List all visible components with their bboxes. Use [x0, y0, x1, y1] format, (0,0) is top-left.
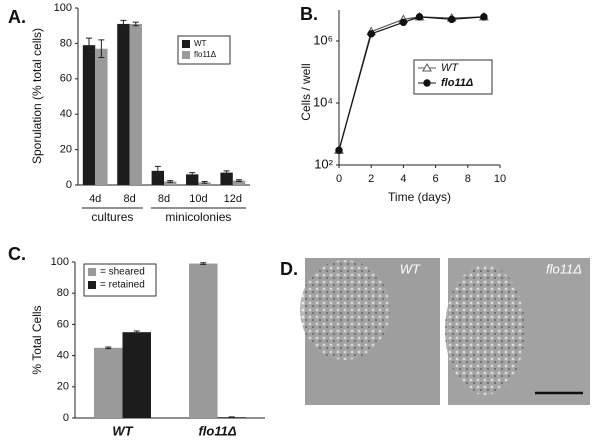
y-tick-label: 80: [57, 287, 69, 299]
y-axis-label: % Total Cells: [30, 305, 44, 374]
x-tick-label: 4: [400, 173, 406, 185]
x-tick-label: 8d: [158, 193, 170, 205]
bar: [220, 172, 233, 185]
bar: [117, 23, 130, 186]
error-bar: [167, 180, 174, 183]
legend-swatch: [88, 281, 96, 289]
panel-letter: A.: [8, 7, 26, 27]
x-tick-label: 6: [433, 173, 439, 185]
legend-swatch: [88, 268, 96, 276]
panel-letter: C.: [8, 244, 26, 264]
y-tick-label: 20: [57, 381, 69, 393]
y-tick-label: 100: [54, 2, 72, 14]
bar: [232, 180, 246, 185]
bar: [82, 45, 96, 185]
y-tick-label: 10⁶: [313, 32, 333, 47]
error-bar: [200, 262, 207, 265]
x-tick-label: 12d: [224, 193, 242, 205]
legend-swatch: [182, 51, 190, 59]
x-tick-label: 8: [465, 173, 471, 185]
y-axis-label: Sporulation (% total cells): [30, 28, 44, 164]
error-bar: [235, 179, 242, 182]
bar: [164, 181, 177, 185]
panel-letter: B.: [300, 4, 318, 24]
legend-label: flo11Δ: [441, 77, 473, 89]
y-tick-label: 0: [63, 412, 69, 424]
error-bar: [189, 172, 196, 177]
x-tick-label: 10d: [189, 193, 207, 205]
y-tick-label: 40: [60, 108, 72, 120]
error-bar: [98, 39, 105, 59]
x-axis-label: Time (days): [388, 190, 451, 204]
x-tick-label: WT: [112, 423, 133, 438]
legend-label: = retained: [100, 280, 145, 291]
legend-swatch: [182, 40, 190, 48]
legend-label: flo11Δ: [194, 50, 217, 59]
bar: [122, 332, 151, 418]
panel-letter: D.: [280, 259, 298, 279]
image-label: flo11Δ: [546, 261, 582, 276]
y-tick-label: 40: [57, 350, 69, 362]
line: [338, 16, 484, 151]
bar: [186, 174, 199, 185]
error-bar: [105, 346, 112, 350]
group-label: cultures: [91, 210, 133, 224]
marker: [448, 15, 456, 24]
y-tick-label: 60: [60, 73, 72, 85]
y-tick-label: 100: [51, 256, 69, 268]
bar: [129, 23, 142, 186]
error-bar: [133, 330, 140, 334]
y-tick-label: 80: [60, 37, 72, 49]
y-tick-label: 10⁴: [313, 94, 333, 109]
x-tick-label: flo11Δ: [198, 423, 236, 438]
y-tick-label: 0: [66, 179, 72, 191]
error-bar: [154, 165, 161, 176]
marker: [335, 146, 343, 154]
bar: [95, 48, 108, 186]
x-tick-label: 10: [494, 173, 506, 185]
marker: [423, 79, 431, 87]
error-bar: [120, 19, 127, 28]
marker: [367, 30, 375, 38]
marker: [422, 62, 432, 72]
bar: [189, 263, 218, 418]
image-label: WT: [400, 261, 421, 276]
y-tick-label: 20: [60, 144, 72, 156]
legend-label: WT: [194, 39, 207, 48]
error-bar: [228, 416, 235, 419]
marker: [415, 13, 424, 21]
colony: [300, 260, 390, 360]
bar: [151, 170, 164, 185]
x-tick-label: 8d: [123, 193, 135, 205]
x-tick-label: 2: [368, 173, 374, 185]
error-bar: [223, 170, 230, 175]
marker: [399, 18, 408, 27]
y-tick-label: 60: [57, 318, 69, 330]
error-bar: [86, 37, 93, 53]
group-label: minicolonies: [165, 210, 231, 224]
legend-label: = sheared: [100, 267, 145, 278]
x-tick-label: 0: [336, 173, 342, 185]
marker: [480, 13, 488, 21]
y-tick-label: 10²: [314, 156, 333, 171]
error-bar: [132, 21, 139, 27]
x-tick-label: 4d: [89, 193, 101, 205]
bar: [94, 347, 123, 418]
colony: [445, 265, 525, 395]
legend-label: WT: [441, 62, 459, 74]
error-bar: [201, 180, 208, 184]
y-axis-label: Cells / well: [299, 63, 313, 120]
legend-box: [177, 35, 231, 65]
